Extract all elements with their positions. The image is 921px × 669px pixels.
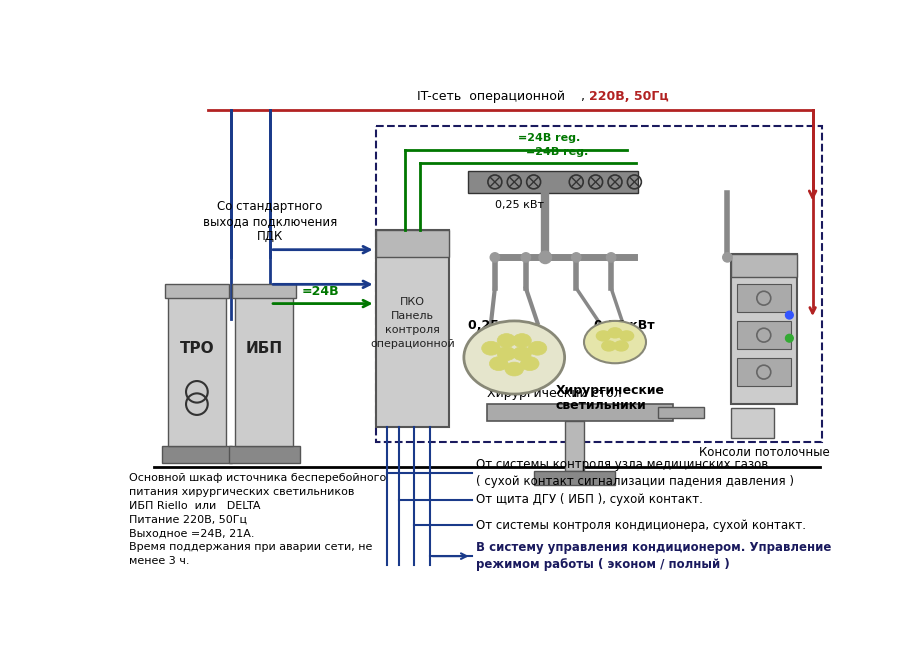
Text: =24В: =24В <box>302 285 339 298</box>
Text: От системы контроля узла медицинских газов
( сухой контакт сигнализации падения : От системы контроля узла медицинских газ… <box>475 458 794 488</box>
Ellipse shape <box>482 341 500 355</box>
Text: Хирургические
светильники: Хирургические светильники <box>555 385 664 412</box>
Bar <box>376 230 449 258</box>
Text: Основной шкаф источника бесперебойного: Основной шкаф источника бесперебойного <box>129 473 386 483</box>
Ellipse shape <box>608 328 622 338</box>
Text: IT-сеть  операционной    ,: IT-сеть операционной , <box>417 90 586 104</box>
Ellipse shape <box>513 334 531 347</box>
Bar <box>731 254 797 403</box>
Text: От системы контроля кондиционера, сухой контакт.: От системы контроля кондиционера, сухой … <box>475 519 806 532</box>
Bar <box>533 471 615 484</box>
Bar <box>487 403 673 421</box>
Ellipse shape <box>584 321 646 363</box>
Ellipse shape <box>614 341 628 351</box>
Ellipse shape <box>497 347 516 361</box>
Text: ИБП: ИБП <box>246 341 283 356</box>
Text: Время поддержания при аварии сети, не: Время поддержания при аварии сети, не <box>129 543 372 553</box>
Ellipse shape <box>464 321 565 394</box>
Bar <box>738 359 791 386</box>
Ellipse shape <box>497 334 516 347</box>
Text: Выходное =24В, 21А.: Выходное =24В, 21А. <box>129 529 254 539</box>
Ellipse shape <box>520 357 539 371</box>
Bar <box>376 230 449 427</box>
Ellipse shape <box>505 362 523 376</box>
Circle shape <box>539 252 552 264</box>
Ellipse shape <box>513 347 531 361</box>
Bar <box>565 421 584 471</box>
Ellipse shape <box>529 341 547 355</box>
Text: 0,25 кВт: 0,25 кВт <box>468 319 529 332</box>
Text: менее 3 ч.: менее 3 ч. <box>129 556 190 566</box>
Bar <box>658 407 705 417</box>
Circle shape <box>572 253 581 262</box>
Ellipse shape <box>489 357 508 371</box>
Circle shape <box>723 253 732 262</box>
Text: ПКО
Панель
контроля
операционной: ПКО Панель контроля операционной <box>370 297 455 349</box>
Bar <box>165 284 229 298</box>
Bar <box>468 171 638 193</box>
Text: Со стандартного
выхода подключения
ПДК: Со стандартного выхода подключения ПДК <box>203 199 337 243</box>
Circle shape <box>786 311 793 319</box>
Bar <box>229 446 299 463</box>
Bar <box>168 296 226 446</box>
Bar <box>235 296 294 446</box>
Text: Консоли потолочные: Консоли потолочные <box>699 446 830 459</box>
Bar <box>731 407 774 438</box>
Text: Хирургический стол: Хирургический стол <box>487 387 622 400</box>
Bar <box>376 126 822 442</box>
Text: =24В reg.: =24В reg. <box>518 133 580 143</box>
Text: Питание 220В, 50Гц: Питание 220В, 50Гц <box>129 514 247 524</box>
Bar <box>731 254 797 276</box>
Text: питания хирургических светильников: питания хирургических светильников <box>129 487 355 497</box>
Text: От щита ДГУ ( ИБП ), сухой контакт.: От щита ДГУ ( ИБП ), сухой контакт. <box>475 494 703 506</box>
Ellipse shape <box>597 331 611 341</box>
Ellipse shape <box>620 331 634 341</box>
Text: =24В reg.: =24В reg. <box>526 147 588 157</box>
Text: 0,25 кВт: 0,25 кВт <box>495 199 544 209</box>
Circle shape <box>490 253 499 262</box>
Ellipse shape <box>601 341 616 351</box>
Text: В систему управления кондиционером. Управление
режимом работы ( эконом / полный : В систему управления кондиционером. Упра… <box>475 541 831 571</box>
Bar <box>738 321 791 349</box>
Text: ТРО: ТРО <box>180 341 215 356</box>
Bar <box>161 446 232 463</box>
Text: ИБП Riello  или   DELTA: ИБП Riello или DELTA <box>129 500 261 510</box>
Bar <box>232 284 297 298</box>
Text: 220В, 50Гц: 220В, 50Гц <box>589 90 669 104</box>
Circle shape <box>521 253 530 262</box>
Circle shape <box>606 253 616 262</box>
Circle shape <box>786 334 793 342</box>
Text: 0,15 кВт: 0,15 кВт <box>594 319 655 332</box>
Bar <box>738 284 791 312</box>
